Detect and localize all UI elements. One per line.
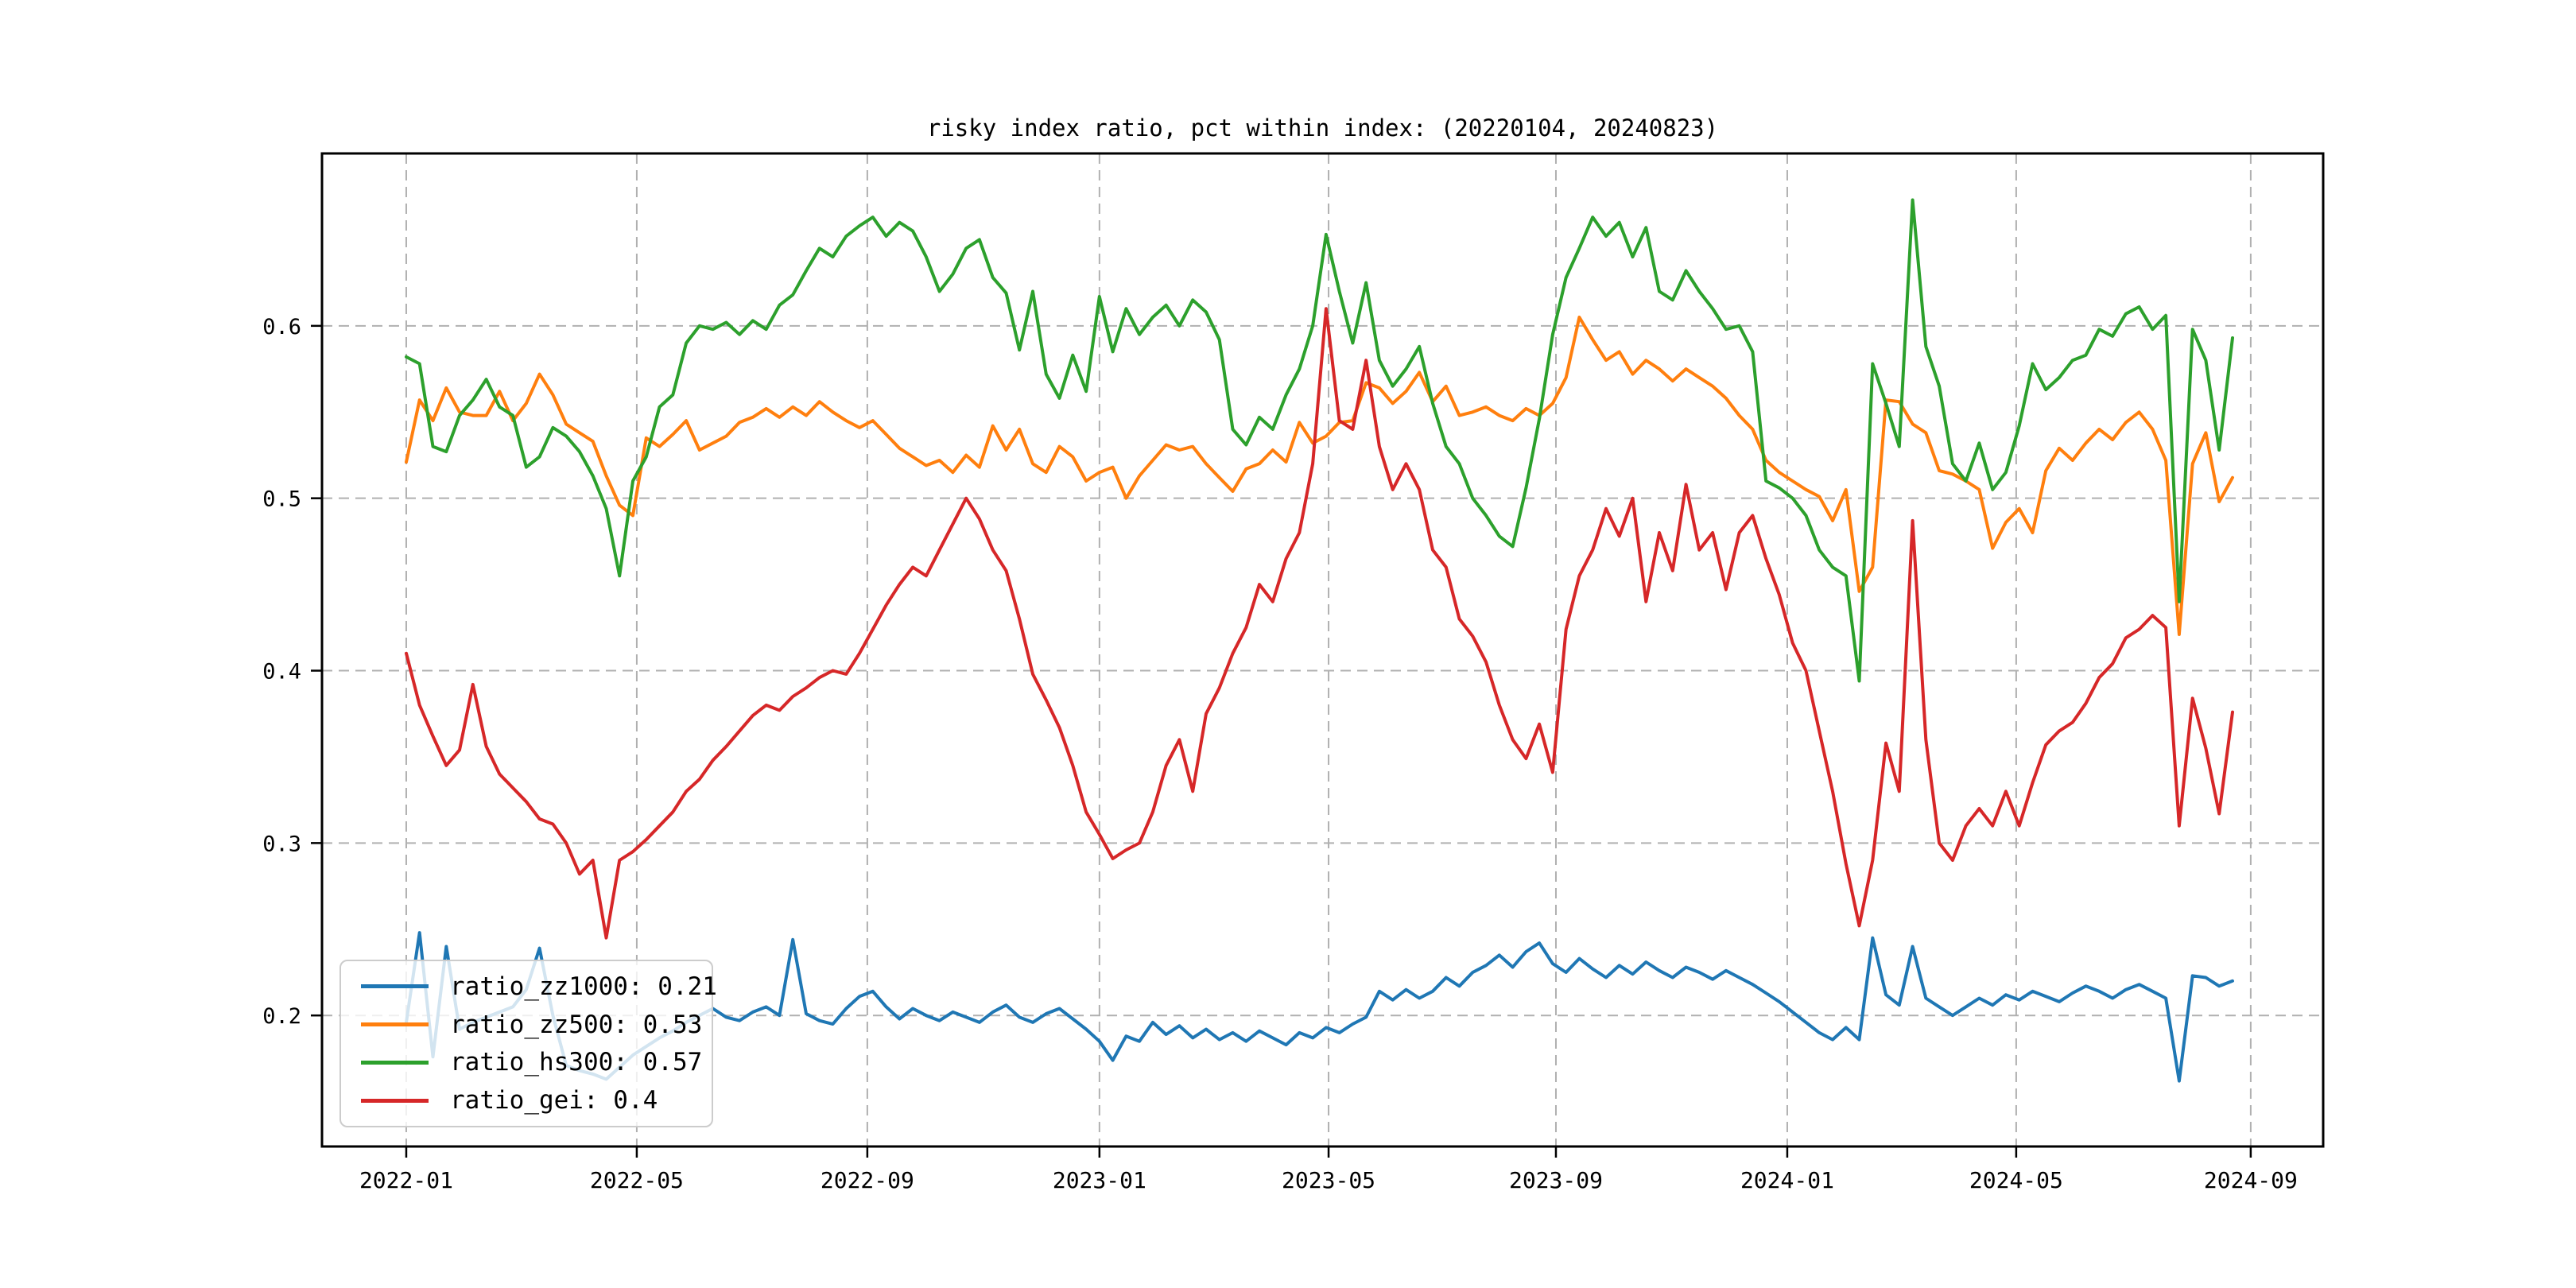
legend-item: ratio_gei: 0.4 bbox=[341, 1083, 712, 1118]
series-line-ratio_zz500 bbox=[405, 316, 2234, 636]
legend-item: ratio_hs300: 0.57 bbox=[341, 1045, 712, 1080]
x-tick-label: 2023-01 bbox=[1053, 1167, 1146, 1193]
y-tick-label: 0.2 bbox=[262, 1004, 301, 1029]
x-tick-label: 2024-09 bbox=[2204, 1167, 2298, 1193]
series-line-ratio_hs300 bbox=[405, 198, 2234, 683]
x-tick-label: 2022-05 bbox=[590, 1167, 684, 1193]
legend-line-sample-ratio_zz500 bbox=[361, 1022, 429, 1027]
x-tick-label: 2022-01 bbox=[359, 1167, 453, 1193]
x-tick-label: 2023-05 bbox=[1282, 1167, 1375, 1193]
chart-title: risky index ratio, pct within index: (20… bbox=[926, 114, 1719, 142]
series-line-ratio_gei bbox=[405, 307, 2234, 940]
legend-item: ratio_zz500: 0.53 bbox=[341, 1007, 712, 1042]
x-tick-label: 2023-09 bbox=[1509, 1167, 1603, 1193]
legend-label: ratio_gei: 0.4 bbox=[450, 1086, 658, 1115]
legend: ratio_zz1000: 0.21 ratio_zz500: 0.53 ratio… bbox=[339, 960, 717, 1127]
legend-label: ratio_zz1000: 0.21 bbox=[450, 972, 717, 1001]
legend-item: ratio_zz1000: 0.21 bbox=[341, 969, 717, 1004]
y-tick-label: 0.3 bbox=[262, 832, 301, 856]
plot-border bbox=[320, 152, 2325, 1148]
legend-label: ratio_hs300: 0.57 bbox=[450, 1048, 703, 1077]
legend-label: ratio_zz500: 0.53 bbox=[450, 1010, 703, 1039]
x-tick-label: 2024-05 bbox=[1969, 1167, 2063, 1193]
legend-line-sample-ratio_zz1000 bbox=[361, 984, 429, 989]
legend-line-sample-ratio_gei bbox=[361, 1098, 429, 1103]
y-tick-label: 0.6 bbox=[262, 315, 301, 339]
y-tick-label: 0.5 bbox=[262, 487, 301, 512]
y-tick-label: 0.4 bbox=[262, 660, 301, 685]
x-tick-label: 2024-01 bbox=[1740, 1167, 1834, 1193]
legend-line-sample-ratio_hs300 bbox=[361, 1060, 429, 1065]
x-tick-label: 2022-09 bbox=[821, 1167, 914, 1193]
